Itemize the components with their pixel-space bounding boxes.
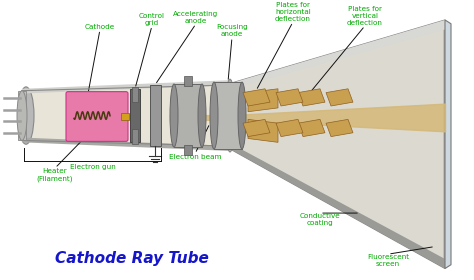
Bar [132, 87, 138, 102]
Text: Conductive
coating: Conductive coating [300, 213, 340, 226]
Bar [184, 76, 192, 86]
Polygon shape [22, 85, 230, 146]
Polygon shape [298, 119, 325, 137]
Text: Cathode: Cathode [85, 24, 115, 29]
Text: Cathode Ray Tube: Cathode Ray Tube [55, 251, 209, 266]
Ellipse shape [225, 79, 235, 152]
Text: Heater
(Filament): Heater (Filament) [37, 168, 73, 182]
Bar [150, 85, 161, 146]
Polygon shape [276, 119, 303, 137]
Polygon shape [298, 89, 325, 106]
Bar [214, 82, 242, 149]
Polygon shape [22, 80, 230, 94]
Polygon shape [225, 20, 445, 91]
Text: Electron gun: Electron gun [70, 164, 115, 170]
Bar [130, 89, 140, 142]
Polygon shape [225, 20, 445, 269]
Polygon shape [248, 119, 278, 142]
Polygon shape [243, 89, 270, 106]
Polygon shape [326, 89, 353, 106]
Polygon shape [248, 89, 278, 112]
Text: Plates for
horizontal
deflection: Plates for horizontal deflection [275, 2, 311, 22]
Text: Fluorescent
screen: Fluorescent screen [367, 254, 409, 267]
Ellipse shape [170, 84, 178, 147]
Text: Focusing
anode: Focusing anode [216, 24, 248, 37]
Bar [121, 113, 129, 120]
Ellipse shape [210, 82, 218, 149]
Text: Control
grid: Control grid [139, 13, 165, 26]
Ellipse shape [18, 87, 34, 144]
Bar [184, 145, 192, 155]
Polygon shape [445, 20, 451, 269]
Polygon shape [225, 28, 443, 261]
Polygon shape [326, 119, 353, 137]
Polygon shape [225, 140, 445, 269]
Text: Plates for
vertical
deflection: Plates for vertical deflection [347, 6, 383, 26]
Text: Electron beam: Electron beam [169, 154, 221, 160]
Text: Accelerating
anode: Accelerating anode [173, 11, 219, 24]
Bar [174, 84, 202, 147]
Ellipse shape [198, 84, 206, 147]
Ellipse shape [17, 91, 27, 140]
Polygon shape [243, 119, 270, 137]
FancyBboxPatch shape [66, 92, 128, 141]
Bar [132, 129, 138, 144]
Bar [18, 91, 26, 140]
Ellipse shape [238, 82, 246, 149]
Polygon shape [276, 89, 303, 106]
Polygon shape [22, 137, 230, 151]
